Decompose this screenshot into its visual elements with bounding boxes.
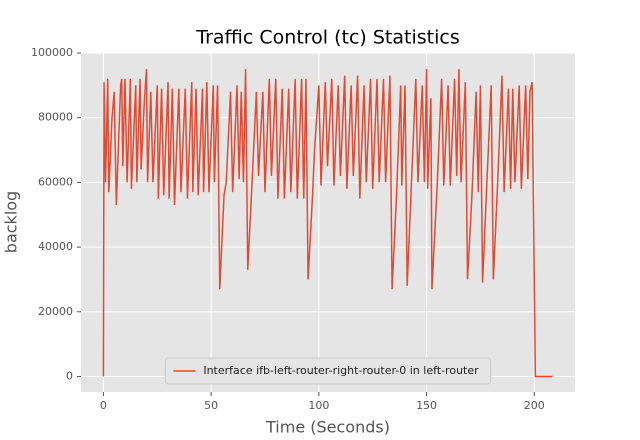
x-tick-label: 0	[100, 399, 107, 412]
y-tick-label: 40000	[38, 240, 73, 253]
x-tick-label: 100	[308, 399, 329, 412]
data-line	[102, 69, 553, 378]
y-tick-label: 100000	[31, 46, 73, 59]
x-tick-label: 200	[524, 399, 545, 412]
y-tick-label: 80000	[38, 111, 73, 124]
y-tick-label: 20000	[38, 305, 73, 318]
chart-title: Traffic Control (tc) Statistics	[195, 27, 459, 49]
y-tick-label: 60000	[38, 175, 73, 188]
x-tick-label: 50	[204, 399, 218, 412]
legend-box	[164, 357, 492, 385]
y-axis-label: backlog	[2, 191, 21, 253]
x-axis-label: Time (Seconds)	[265, 418, 390, 437]
legend-label: Interface ifb-left-router-right-router-0…	[203, 364, 479, 377]
legend: Interface ifb-left-router-right-router-0…	[164, 357, 492, 385]
y-tick-label: 0	[66, 369, 73, 382]
x-tick-label: 150	[416, 399, 437, 412]
